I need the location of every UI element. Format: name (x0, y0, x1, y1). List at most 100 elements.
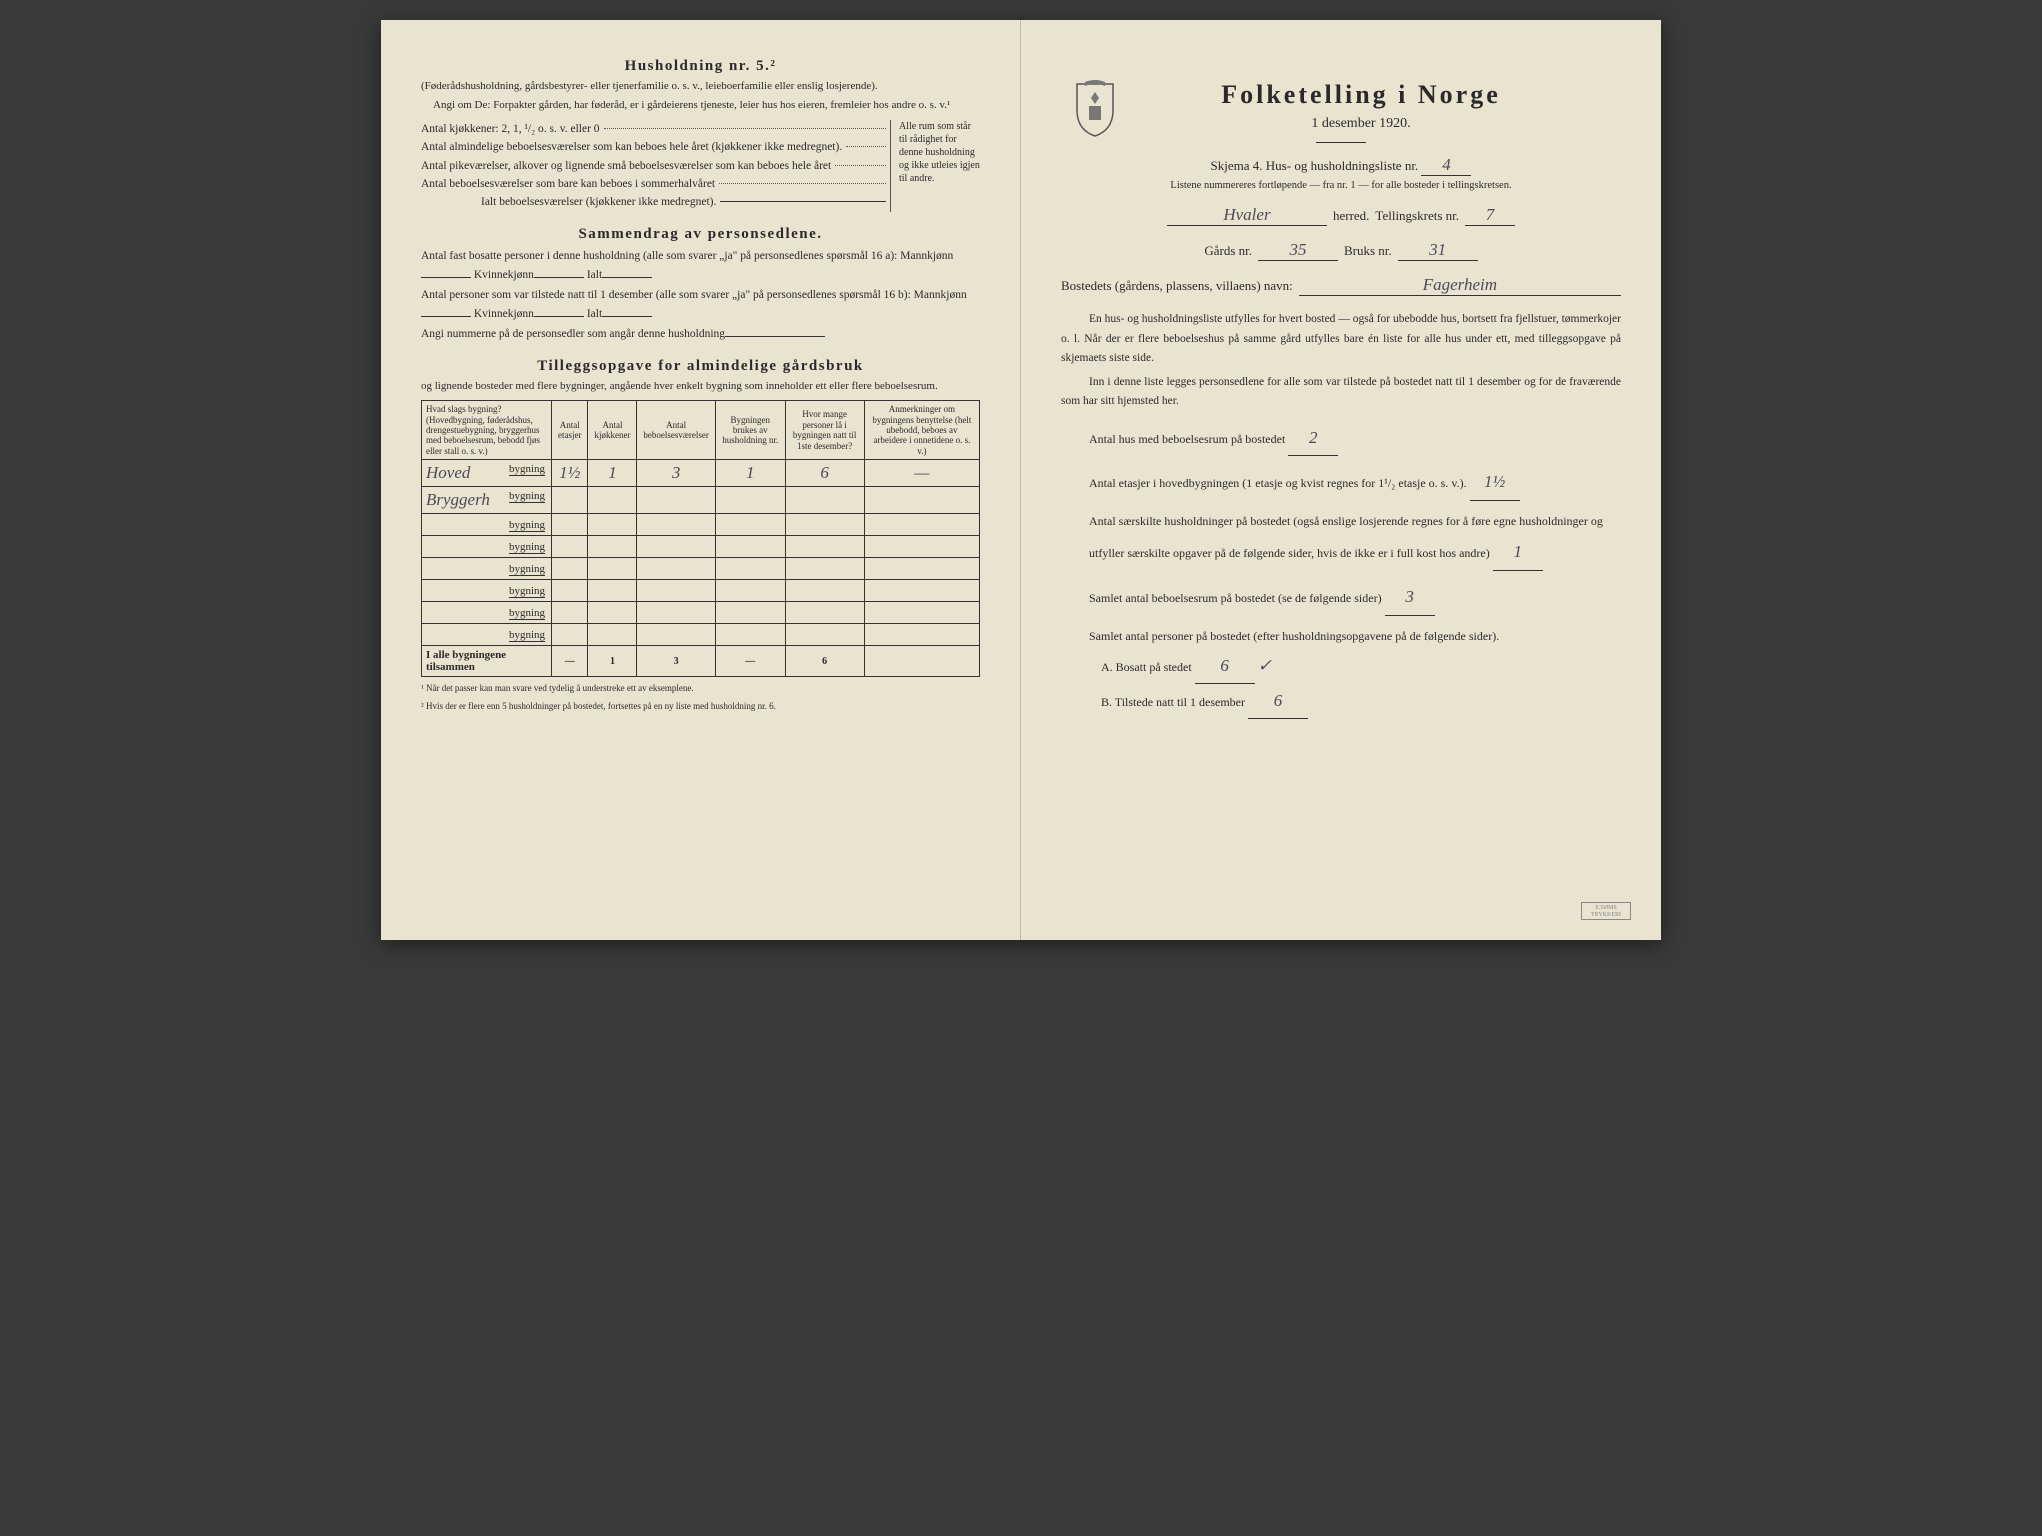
cell-hushold (715, 514, 785, 536)
table-header-row: Hvad slags bygning? (Hovedbygning, føder… (422, 401, 980, 460)
cell-hushold (715, 580, 785, 602)
sub-date: 1 desember 1920. (1101, 116, 1621, 132)
cell-anm (864, 624, 979, 646)
rooms-group: Antal kjøkkener: 2, 1, ¹/₂ o. s. v. elle… (421, 120, 980, 212)
row-label: Hovedbygning (422, 460, 552, 487)
cell-hushold (715, 624, 785, 646)
totals-label: I alle bygningene tilsammen (422, 646, 552, 677)
cell-beboel (637, 487, 715, 514)
cell-anm (864, 514, 979, 536)
th-type: Hvad slags bygning? (Hovedbygning, føder… (422, 401, 552, 460)
cell-personer (785, 536, 864, 558)
cell-etasjer (552, 487, 588, 514)
tillegg-title: Tilleggsopgave for almindelige gårdsbruk (421, 358, 980, 375)
a-value: 6 (1195, 649, 1255, 684)
th-beboel: Antal beboelsesværelser (637, 401, 715, 460)
cell-kjokken (588, 602, 637, 624)
samlet-pers-line: Samlet antal personer på bostedet (efter… (1089, 624, 1621, 649)
gards-value: 35 (1258, 240, 1338, 261)
table-row: Hovedbygning1½1316— (422, 460, 980, 487)
row-label: bygning (422, 602, 552, 624)
saerskilte-value: 1 (1493, 534, 1543, 571)
census-document: Husholdning nr. 5.² (Føderådshusholdning… (381, 20, 1661, 940)
b-value: 6 (1248, 684, 1308, 719)
totals-etasjer: — (552, 646, 588, 677)
cell-anm: — (864, 460, 979, 487)
cell-personer (785, 580, 864, 602)
bruks-value: 31 (1398, 240, 1478, 261)
row-label: bygning (422, 558, 552, 580)
th-hushold: Bygningen brukes av husholdning nr. (715, 401, 785, 460)
cell-anm (864, 580, 979, 602)
totals-anm (864, 646, 979, 677)
row-label: bygning (422, 536, 552, 558)
cell-personer (785, 514, 864, 536)
krets-value: 7 (1465, 205, 1515, 226)
bygning-table: Hvad slags bygning? (Hovedbygning, føder… (421, 400, 980, 677)
cell-beboel (637, 536, 715, 558)
cell-personer (785, 624, 864, 646)
antal-hus-line: Antal hus med beboelsesrum på bostedet 2 (1089, 420, 1621, 457)
antal-etasjer-line: Antal etasjer i hovedbygningen (1 etasje… (1089, 464, 1621, 501)
sammen-title: Sammendrag av personsedlene. (421, 226, 980, 243)
angi-line: Angi om De: Forpakter gården, har føderå… (433, 98, 980, 113)
table-row: Bryggerhbygning (422, 487, 980, 514)
para-2: Inn i denne liste legges personsedlene f… (1061, 373, 1621, 412)
pike-label: Antal pikeværelser, alkover og lignende … (421, 157, 831, 175)
ialt-label: Ialt beboelsesværelser (kjøkkener ikke m… (481, 193, 716, 211)
cell-beboel: 3 (637, 460, 715, 487)
antal-etasjer-value: 1½ (1470, 464, 1520, 501)
table-row: bygning (422, 558, 980, 580)
cell-kjokken: 1 (588, 460, 637, 487)
ab-list: A. Bosatt på stedet 6 ✓ B. Tilstede natt… (1101, 649, 1621, 719)
cell-etasjer (552, 536, 588, 558)
gards-row: Gårds nr. 35 Bruks nr. 31 (1061, 240, 1621, 261)
a-line: A. Bosatt på stedet 6 ✓ (1101, 649, 1621, 684)
cell-personer (785, 558, 864, 580)
printer-stamp: E.SØMSTRYKKERI (1581, 902, 1631, 920)
cell-etasjer (552, 558, 588, 580)
samlet-rum-line: Samlet antal beboelsesrum på bostedet (s… (1089, 579, 1621, 616)
husholdning-sub: (Føderådshusholdning, gårdsbestyrer- ell… (421, 79, 980, 94)
brace-note: Alle rum som står til rådighet for denne… (890, 120, 980, 212)
cell-beboel (637, 514, 715, 536)
cell-beboel (637, 580, 715, 602)
sommer-label: Antal beboelsesværelser som bare kan beb… (421, 175, 715, 193)
cell-etasjer (552, 602, 588, 624)
saerskilte-line: Antal særskilte husholdninger på bostede… (1089, 509, 1621, 571)
coat-of-arms-icon (1071, 80, 1119, 138)
herred-value: Hvaler (1167, 205, 1327, 226)
totals-hushold: — (715, 646, 785, 677)
sammen-body: Antal fast bosatte personer i denne hush… (421, 247, 980, 345)
right-page: Folketelling i Norge 1 desember 1920. Sk… (1021, 20, 1661, 940)
cell-hushold (715, 602, 785, 624)
cell-etasjer: 1½ (552, 460, 588, 487)
th-kjokken: Antal kjøkkener (588, 401, 637, 460)
left-page: Husholdning nr. 5.² (Føderådshusholdning… (381, 20, 1021, 940)
cell-personer (785, 487, 864, 514)
row-label: bygning (422, 624, 552, 646)
totals-personer: 6 (785, 646, 864, 677)
skjema-value: 4 (1421, 155, 1471, 176)
antal-hus-value: 2 (1288, 420, 1338, 457)
checkmark-icon: ✓ (1258, 656, 1272, 675)
cell-beboel (637, 602, 715, 624)
b-line: B. Tilstede natt til 1 desember 6 (1101, 684, 1621, 719)
cell-kjokken (588, 514, 637, 536)
row-label: Bryggerhbygning (422, 487, 552, 514)
cell-hushold (715, 487, 785, 514)
cell-kjokken (588, 624, 637, 646)
cell-anm (864, 558, 979, 580)
kjokken-line: Antal kjøkkener: 2, 1, ¹/₂ o. s. v. elle… (421, 120, 600, 138)
table-row: bygning (422, 602, 980, 624)
table-row: bygning (422, 580, 980, 602)
cell-anm (864, 487, 979, 514)
cell-etasjer (552, 624, 588, 646)
footnote-2: ² Hvis der er flere enn 5 husholdninger … (421, 701, 980, 713)
tillegg-intro: og lignende bosteder med flere bygninger… (421, 379, 980, 394)
row-label: bygning (422, 514, 552, 536)
cell-anm (864, 536, 979, 558)
cell-kjokken (588, 580, 637, 602)
cell-anm (864, 602, 979, 624)
cell-etasjer (552, 514, 588, 536)
